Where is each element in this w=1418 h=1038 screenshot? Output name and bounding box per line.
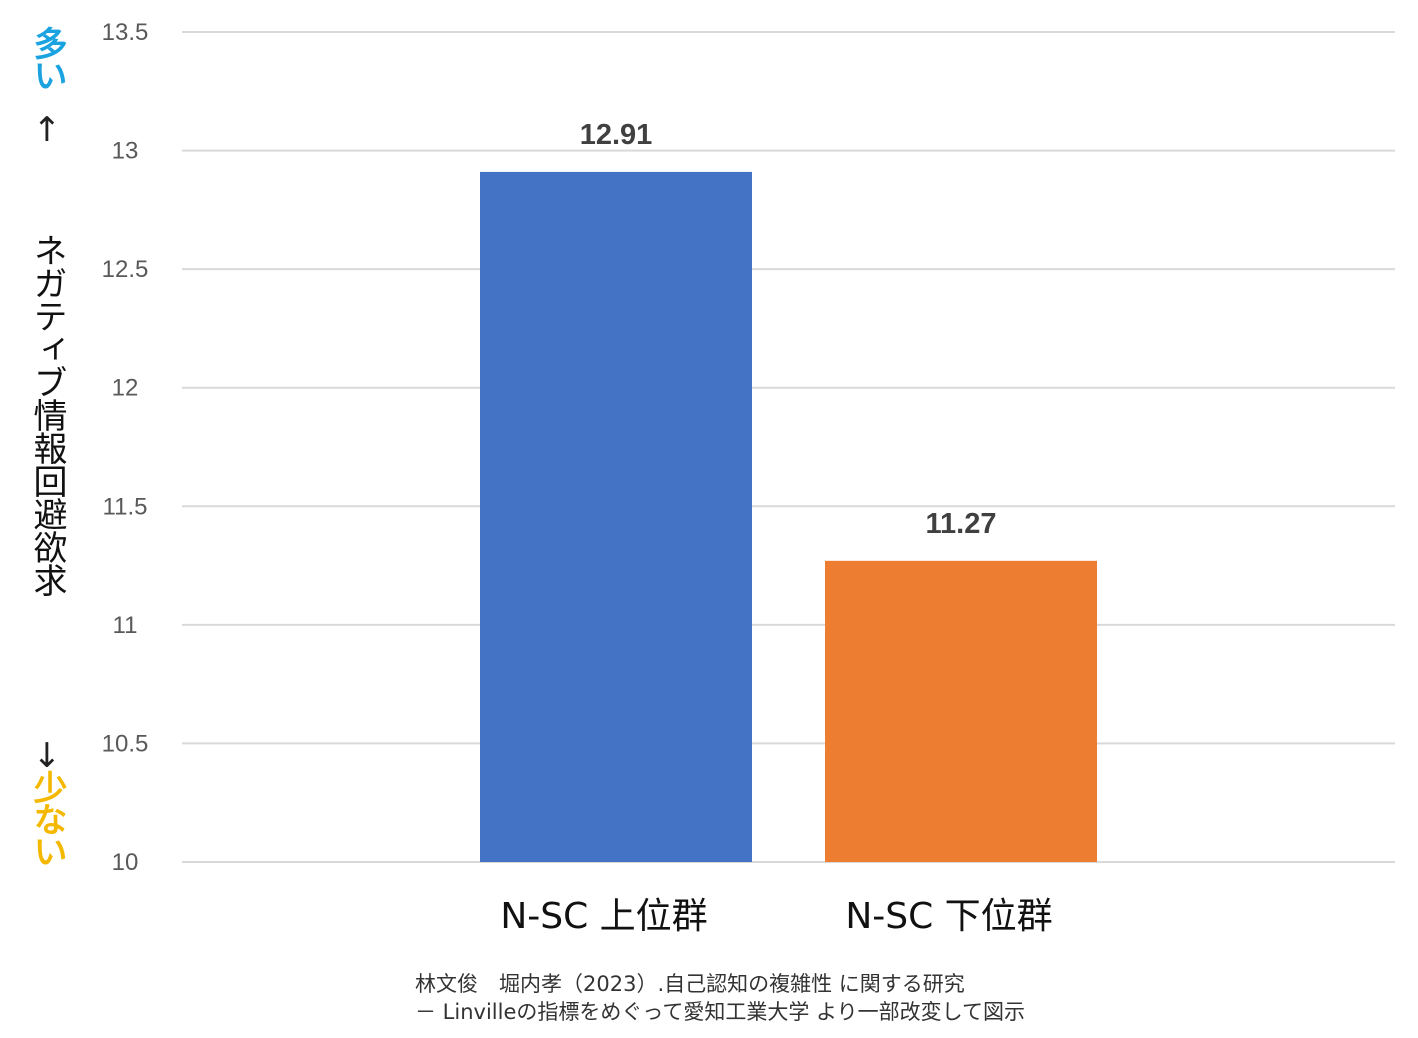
y-tick-labels: 13.5 13 12.5 12 11.5 11 10.5 10 (102, 19, 149, 876)
y-tick-label: 13 (112, 138, 139, 165)
x-tick-labels: N-SC 上位群 N-SC 下位群 (500, 896, 1052, 937)
bars (480, 171, 1097, 862)
data-label: 11.27 (926, 508, 997, 540)
up-arrow-icon: ↑ (27, 110, 67, 150)
bar (825, 560, 1097, 862)
source-citation: 林文俊 堀内孝（2023）.自己認知の複雑性 に関する研究 － Linvilleの… (415, 970, 1025, 1026)
source-line-2: － Linvilleの指標をめぐって愛知工業大学 より一部改変して図示 (415, 1000, 1025, 1024)
y-tick-label: 11.5 (103, 493, 148, 520)
y-tick-label: 10.5 (102, 730, 149, 757)
x-tick-label: N-SC 下位群 (845, 896, 1052, 937)
y-tick-label: 12.5 (102, 256, 149, 283)
y-tick-label: 10 (112, 849, 139, 876)
y-label-less: 少ない (27, 770, 67, 866)
y-label-main: ネガティブ情報回避欲求 (27, 233, 67, 596)
y-tick-label: 11 (113, 612, 138, 639)
y-tick-label: 13.5 (102, 19, 149, 46)
y-tick-label: 12 (112, 375, 139, 402)
x-tick-label: N-SC 上位群 (500, 896, 707, 937)
y-axis-label: 多い ↑ ネガティブ情報回避欲求 ↓ 少ない (22, 18, 72, 888)
data-label: 12.91 (580, 119, 653, 151)
bar (480, 171, 752, 862)
down-arrow-icon: ↓ (27, 736, 67, 776)
data-labels: 12.91 11.27 (580, 119, 997, 540)
gridlines (182, 31, 1395, 863)
source-line-1: 林文俊 堀内孝（2023）.自己認知の複雑性 に関する研究 (415, 972, 965, 996)
y-label-more: 多い (27, 26, 67, 90)
